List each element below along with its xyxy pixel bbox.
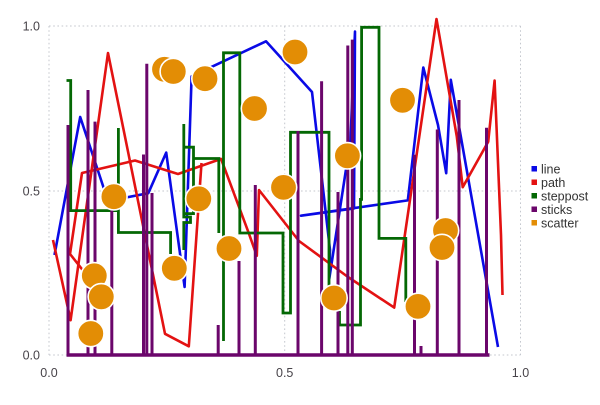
svg-text:sticks: sticks [541, 203, 572, 217]
svg-text:1.0: 1.0 [23, 20, 40, 34]
svg-text:0.0: 0.0 [23, 349, 40, 363]
svg-text:line: line [541, 163, 561, 177]
svg-text:0.5: 0.5 [276, 366, 293, 380]
svg-text:1.0: 1.0 [512, 366, 529, 380]
svg-text:0.0: 0.0 [40, 366, 57, 380]
svg-text:scatter: scatter [541, 217, 579, 231]
svg-text:path: path [541, 176, 565, 190]
svg-text:steppost: steppost [541, 190, 589, 204]
svg-text:0.5: 0.5 [23, 185, 40, 199]
